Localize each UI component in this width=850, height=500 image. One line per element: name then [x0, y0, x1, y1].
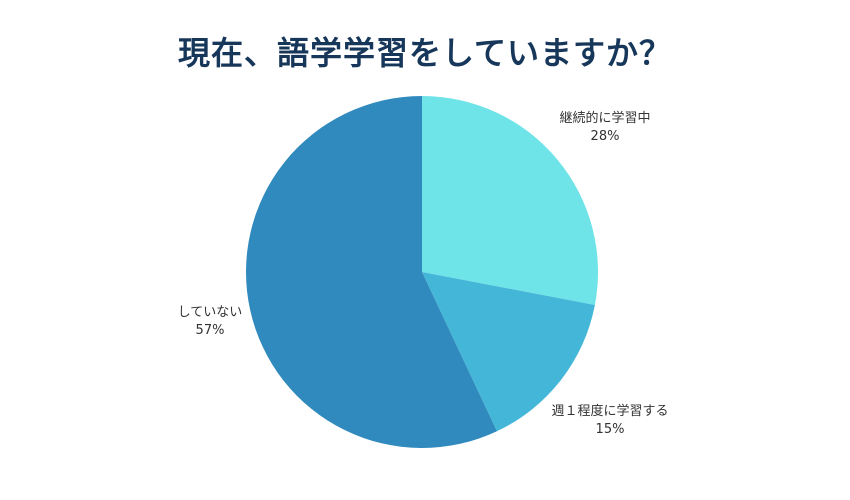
label-continuous-pct: 28%	[590, 129, 620, 144]
slice-continuous	[422, 96, 598, 305]
label-none-pct: 57%	[195, 323, 225, 338]
label-none: していない 57%	[160, 304, 260, 340]
label-continuous-name: 継続的に学習中	[559, 111, 651, 126]
chart-title: 現在、語学学習をしていますか？	[177, 34, 673, 72]
label-continuous: 継続的に学習中 28%	[540, 110, 670, 146]
slice-weekly	[422, 272, 595, 432]
label-none-name: していない	[177, 305, 243, 320]
label-weekly: 週１程度に学習する 15%	[535, 403, 685, 439]
label-weekly-name: 週１程度に学習する	[551, 404, 669, 419]
slice-none	[246, 96, 497, 448]
label-weekly-pct: 15%	[595, 422, 625, 437]
